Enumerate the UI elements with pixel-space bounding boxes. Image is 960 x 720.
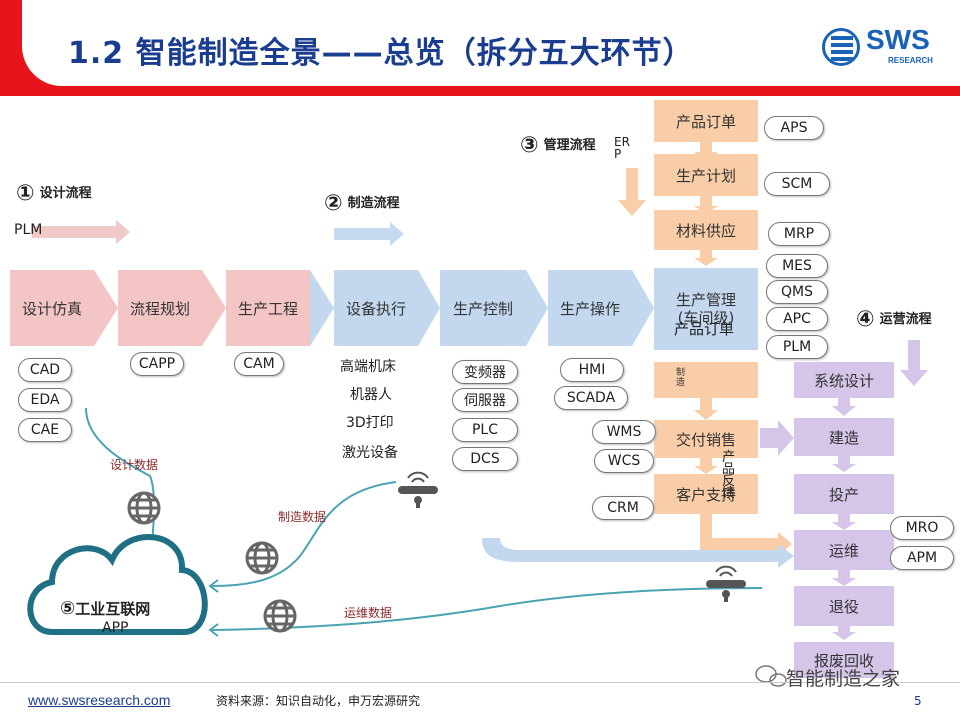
- ops-retire: 退役: [794, 586, 894, 626]
- design-flow-label: ① 设计流程: [16, 181, 92, 206]
- header-panel: [22, 0, 960, 86]
- ops-commission: 投产: [794, 474, 894, 514]
- control-item: 伺服器: [452, 388, 518, 412]
- mgmt-customer-support: 客户支持: [654, 474, 758, 514]
- operation-flow-label: ④ 运营流程: [856, 307, 932, 332]
- tag-aps: APS: [764, 116, 824, 140]
- overlap-text: 产品订单: [674, 320, 735, 338]
- cloud-icon: [27, 534, 208, 635]
- design-data-label: 设计数据: [110, 458, 159, 472]
- globe-icon: [245, 541, 279, 575]
- tag-apc: APC: [766, 307, 828, 331]
- main-step-production-eng: 生产工程: [226, 270, 310, 346]
- flow-number-badge: ④: [856, 307, 875, 332]
- tag-wcs: WCS: [594, 449, 654, 473]
- plm-label: PLM: [14, 222, 43, 238]
- mgmt-production-plan: 生产计划: [654, 154, 758, 196]
- tool-cam: CAM: [234, 352, 284, 376]
- flow-number-badge: ①: [16, 181, 35, 206]
- tag-mes: MES: [766, 254, 828, 278]
- footer-url-link[interactable]: www.swsresearch.com: [28, 692, 171, 708]
- tag-mro: MRO: [890, 516, 954, 540]
- page-title: 1.2 智能制造全景——总览（拆分五大环节）: [68, 36, 694, 71]
- tag-apm: APM: [890, 546, 954, 570]
- tool-eda: EDA: [18, 388, 72, 412]
- main-step-design-sim: 设计仿真: [10, 270, 94, 346]
- mgmt-delivery: 交付销售: [654, 420, 758, 458]
- flow-number-badge: ③: [520, 133, 539, 158]
- ops-system-design: 系统设计: [794, 362, 894, 398]
- equipment-item: 高端机床: [340, 359, 396, 375]
- delivery-arrow: [760, 420, 794, 456]
- tool-cae: CAE: [18, 418, 72, 442]
- mgmt-product-order: 产品订单: [654, 100, 758, 142]
- tag-scm: SCM: [764, 172, 830, 196]
- ops-scrap-recycle: 报废回收: [794, 642, 894, 678]
- page-number: 5: [914, 694, 922, 708]
- flow-number-badge: ②: [324, 191, 343, 216]
- tag-mrp: MRP: [768, 222, 830, 246]
- management-connectors: [694, 142, 792, 556]
- tag-qms: QMS: [766, 280, 828, 304]
- control-item: PLC: [452, 418, 518, 442]
- watermark-text: 智能制造之家: [786, 668, 901, 690]
- ops-maintenance: 运维: [794, 530, 894, 570]
- logo-sub: RESEARCH: [888, 56, 933, 65]
- globe-icon: [127, 491, 161, 525]
- globe-icon: [263, 599, 297, 633]
- tag-plm: PLM: [766, 335, 828, 359]
- mgmt-manufacture-block: 制 造: [654, 362, 758, 398]
- op-tool-scada: SCADA: [554, 386, 628, 410]
- tag-wms: WMS: [592, 420, 656, 444]
- tool-capp: CAPP: [130, 352, 184, 376]
- ops-down-arrow: [900, 340, 928, 386]
- router-icon: [706, 565, 746, 602]
- footer-divider: [0, 682, 960, 683]
- operation-data-label: 运维数据: [344, 606, 393, 620]
- erp-label: ER P: [614, 135, 630, 161]
- iiot-label: ⑤工业互联网: [60, 598, 151, 619]
- main-step-process-plan: 流程规划: [118, 270, 202, 346]
- vertical-text: 制 造: [676, 368, 686, 388]
- erp-down-arrow: [618, 168, 646, 216]
- tool-cad: CAD: [18, 358, 72, 382]
- manufacture-flow-label: ② 制造流程: [324, 191, 400, 216]
- footer-source: 资料来源：知识自动化，申万宏源研究: [216, 694, 421, 708]
- ops-build: 建造: [794, 418, 894, 456]
- control-item: DCS: [452, 447, 518, 471]
- main-step-operation: 生产操作: [548, 270, 632, 346]
- op-tool-hmi: HMI: [560, 358, 624, 382]
- tag-crm: CRM: [592, 496, 654, 520]
- mgmt-material-supply: 材料供应: [654, 210, 758, 250]
- operation-data-curve: [211, 587, 763, 631]
- wechat-icon: [755, 665, 787, 687]
- logo-mark-icon: [822, 28, 860, 66]
- main-step-control: 生产控制: [440, 270, 526, 346]
- manufacture-data-label: 制造数据: [278, 510, 327, 524]
- manufacture-data-curve: [211, 481, 397, 587]
- equipment-item: 机器人: [350, 387, 392, 403]
- management-flow-label: ③ 管理流程: [520, 133, 596, 158]
- main-step-equipment: 设备执行: [334, 270, 418, 346]
- main-row-chevrons: [94, 270, 654, 346]
- ops-connectors: [832, 396, 856, 640]
- manufacture-arrow: [334, 222, 404, 246]
- control-item: 变频器: [452, 360, 518, 384]
- iiot-sub: APP: [102, 620, 129, 636]
- plm-arrow: [32, 220, 130, 244]
- logo-name: SWS: [866, 24, 930, 55]
- equipment-item: 激光设备: [342, 445, 398, 461]
- router-icon: [398, 471, 438, 508]
- equipment-item: 3D打印: [346, 415, 394, 431]
- support-overlay: 产 品 反 馈: [722, 450, 736, 501]
- data-band-arrow: [482, 538, 794, 568]
- sws-logo: SWS RESEARCH: [822, 22, 940, 68]
- main-step-workshop-mgmt: 生产管理 (车间级): [654, 268, 758, 350]
